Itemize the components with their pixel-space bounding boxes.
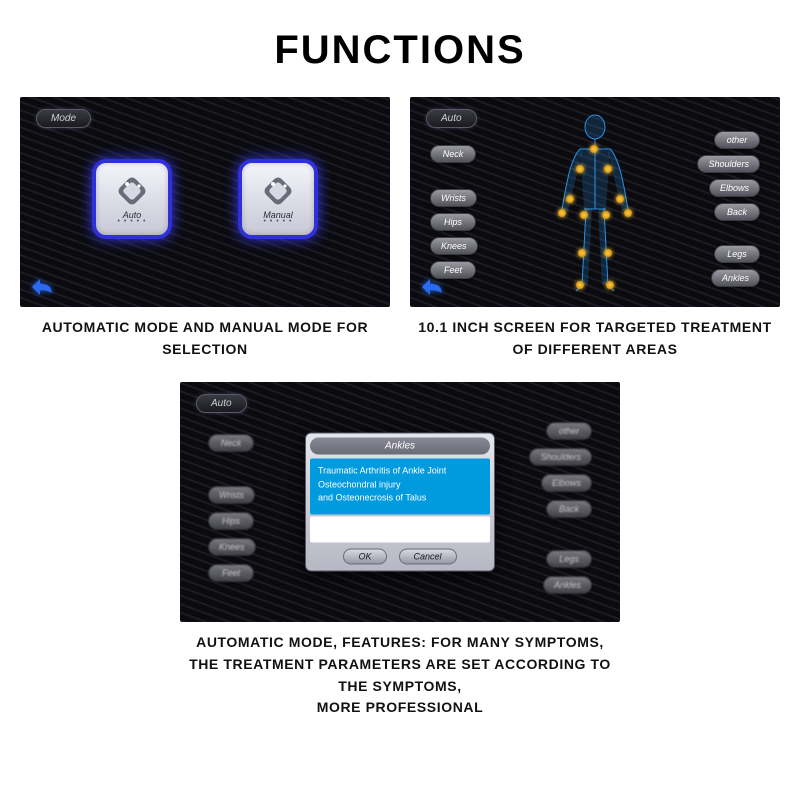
dialog-body-empty [310, 517, 490, 543]
body-area-feet[interactable]: Feet [208, 564, 254, 582]
ankles-dialog: Ankles Traumatic Arthritis of Ankle Join… [305, 433, 495, 572]
diag-bg [20, 97, 390, 307]
dialog-buttons: OK Cancel [310, 543, 490, 567]
body-marker[interactable] [624, 209, 632, 217]
caption-line: AUTOMATIC MODE, FEATURES: FOR MANY SYMPT… [186, 632, 614, 654]
body-marker[interactable] [578, 249, 586, 257]
body-marker[interactable] [604, 165, 612, 173]
body-area-knees[interactable]: Knees [430, 237, 478, 255]
body-area-hips[interactable]: Hips [208, 512, 254, 530]
cell-modal: Auto Neck Wrists Hips Knees Feet other Should… [180, 382, 620, 737]
body-area-ankles[interactable]: Ankles [543, 576, 592, 594]
row-1: Mode Auto• • • • •Manual• • • • • AUTOMA… [0, 97, 800, 378]
back-icon[interactable] [30, 277, 54, 297]
body-marker[interactable] [616, 195, 624, 203]
auto-chip[interactable]: Auto [196, 394, 247, 413]
mode-dots-icon: • • • • • [117, 220, 146, 224]
body-area-hips[interactable]: Hips [430, 213, 476, 231]
body-area-ankles[interactable]: Ankles [711, 269, 760, 287]
dialog-line: Osteochondral injury [318, 478, 482, 492]
body-area-other[interactable]: other [714, 131, 760, 149]
body-area-shoulders[interactable]: Shoulders [697, 155, 760, 173]
body-marker[interactable] [580, 211, 588, 219]
body-area-elbows[interactable]: Elbows [709, 179, 760, 197]
cell-mode: Mode Auto• • • • • Manual• • • • • AUTOMA… [20, 97, 390, 378]
screen-body: Auto NeckWristsHipsKneesFeet otherShould… [410, 97, 780, 307]
caption-modal: AUTOMATIC MODE, FEATURES: FOR MANY SYMPT… [180, 622, 620, 737]
body-marker[interactable] [606, 281, 614, 289]
body-area-elbows[interactable]: Elbows [541, 474, 592, 492]
caption-mode: AUTOMATIC MODE AND MANUAL MODE FOR SELEC… [20, 307, 390, 378]
body-marker[interactable] [576, 165, 584, 173]
body-area-knees[interactable]: Knees [208, 538, 256, 556]
body-marker[interactable] [604, 249, 612, 257]
screen-mode: Mode Auto• • • • • Manual• • • • • [20, 97, 390, 307]
dialog-title: Ankles [310, 438, 490, 455]
body-area-legs[interactable]: Legs [546, 550, 592, 568]
caption-line: THE TREATMENT PARAMETERS ARE SET ACCORDI… [186, 654, 614, 697]
auto-chip[interactable]: Auto [426, 109, 477, 128]
body-marker[interactable] [602, 211, 610, 219]
body-area-shoulders[interactable]: Shoulders [529, 448, 592, 466]
manual-mode-button[interactable]: Manual• • • • • [238, 159, 318, 239]
body-marker[interactable] [566, 195, 574, 203]
ok-button[interactable]: OK [343, 549, 386, 565]
mode-chip[interactable]: Mode [36, 109, 91, 128]
body-marker[interactable] [558, 209, 566, 217]
dialog-line: and Osteonecrosis of Talus [318, 492, 482, 506]
body-area-other[interactable]: other [546, 422, 592, 440]
row-2: Auto Neck Wrists Hips Knees Feet other Should… [0, 378, 800, 737]
dialog-line: Traumatic Arthritis of Ankle Joint [318, 465, 482, 479]
body-area-back[interactable]: Back [714, 203, 760, 221]
cancel-button[interactable]: Cancel [399, 549, 457, 565]
body-area-wrists[interactable]: Wrists [208, 486, 255, 504]
body-marker[interactable] [576, 281, 584, 289]
back-icon[interactable] [420, 277, 444, 297]
page-title: FUNCTIONS [0, 0, 800, 97]
body-area-wrists[interactable]: Wrists [430, 189, 477, 207]
screen-modal: Auto Neck Wrists Hips Knees Feet other Should… [180, 382, 620, 622]
cell-body: Auto NeckWristsHipsKneesFeet otherShould… [410, 97, 780, 378]
body-figure [540, 109, 650, 295]
mode-dots-icon: • • • • • [263, 220, 292, 224]
auto-mode-button[interactable]: Auto• • • • • [92, 159, 172, 239]
body-marker[interactable] [590, 145, 598, 153]
dialog-body: Traumatic Arthritis of Ankle Joint Osteo… [310, 459, 490, 515]
body-area-neck[interactable]: Neck [208, 434, 254, 452]
caption-line: MORE PROFESSIONAL [186, 697, 614, 719]
body-area-back[interactable]: Back [546, 500, 592, 518]
caption-body: 10.1 INCH SCREEN FOR TARGETED TREATMENT … [410, 307, 780, 378]
body-area-neck[interactable]: Neck [430, 145, 476, 163]
body-area-legs[interactable]: Legs [714, 245, 760, 263]
